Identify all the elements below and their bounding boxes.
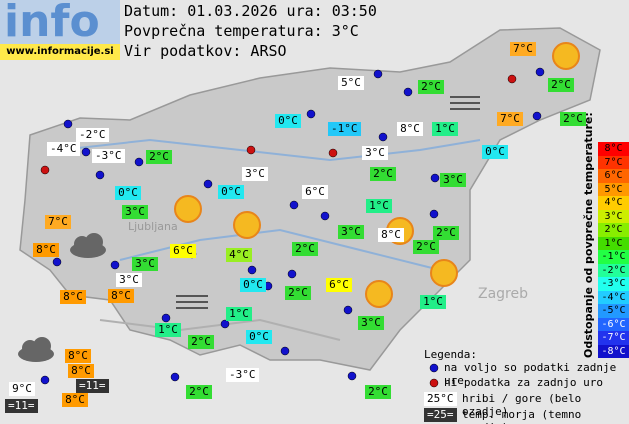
station-temp: 9°C xyxy=(9,382,35,396)
station-temp: 2°C xyxy=(292,242,318,256)
station-temp: 2°C xyxy=(186,385,212,399)
scale-cell: -4°C xyxy=(598,290,629,304)
scale-cell: 3°C xyxy=(598,209,629,223)
legend-title: Legenda: xyxy=(424,348,477,361)
station-temp: 2°C xyxy=(146,150,172,164)
station-temp: =11= xyxy=(76,379,109,393)
station-temp: 8°C xyxy=(68,364,94,378)
station-temp: 8°C xyxy=(62,393,88,407)
scale-cell: -8°C xyxy=(598,344,629,358)
station-temp: 0°C xyxy=(275,114,301,128)
legend-available: na voljo so podatki zadnje ure xyxy=(444,361,617,387)
scale-cell: 1°C xyxy=(598,236,629,250)
legend-mountain-sample: 25°C xyxy=(424,392,457,406)
station-temp: 2°C xyxy=(560,112,586,126)
station-temp: 6°C xyxy=(170,244,196,258)
station-temp: 1°C xyxy=(432,122,458,136)
logo-url: www.informacije.si xyxy=(0,44,120,60)
station-temp: 8°C xyxy=(65,349,91,363)
station-temp: 2°C xyxy=(413,240,439,254)
station-temp: 8°C xyxy=(33,243,59,257)
station-temp: 2°C xyxy=(418,80,444,94)
station-temp: 7°C xyxy=(45,215,71,229)
logo-text: info xyxy=(4,0,100,47)
station-temp: -3°C xyxy=(92,149,125,163)
station-temp: 0°C xyxy=(482,145,508,159)
station-temp: 8°C xyxy=(397,122,423,136)
station-temp: 1°C xyxy=(366,199,392,213)
station-temp: 3°C xyxy=(132,257,158,271)
scale-cell: 6°C xyxy=(598,169,629,183)
place-name: Zagreb xyxy=(478,286,528,302)
scale-title: Odstopanje od povprečne temperature: xyxy=(582,112,595,358)
station-temp: 0°C xyxy=(240,278,266,292)
scale-cell: -6°C xyxy=(598,317,629,331)
scale-cell: 8°C xyxy=(598,142,629,156)
legend-mountain: hribi / gore (belo ozadje) xyxy=(462,392,582,418)
legend-sea-sample: =25= xyxy=(424,408,457,422)
logo: info xyxy=(0,0,120,44)
station-temp: 0°C xyxy=(246,330,272,344)
station-temp: 6°C xyxy=(326,278,352,292)
scale-cell: 4°C xyxy=(598,196,629,210)
station-temp: 2°C xyxy=(365,385,391,399)
scale-cell: -7°C xyxy=(598,331,629,345)
scale-cell: -5°C xyxy=(598,304,629,318)
station-temp: 3°C xyxy=(338,225,364,239)
station-temp: 3°C xyxy=(116,273,142,287)
station-temp: 3°C xyxy=(358,316,384,330)
scale-cell: 7°C xyxy=(598,155,629,169)
station-temp: 8°C xyxy=(378,228,404,242)
station-temp: 1°C xyxy=(155,323,181,337)
station-temp: 3°C xyxy=(242,167,268,181)
station-temp: 2°C xyxy=(548,78,574,92)
scale-cell: -1°C xyxy=(598,250,629,264)
scale-cell: 5°C xyxy=(598,182,629,196)
station-temp: 7°C xyxy=(497,112,523,126)
station-temp: -2°C xyxy=(76,128,109,142)
station-temp: 2°C xyxy=(285,286,311,300)
station-temp: 1°C xyxy=(226,307,252,321)
source-line: Vir podatkov: ARSO xyxy=(124,42,287,60)
station-temp: 2°C xyxy=(370,167,396,181)
station-temp: 2°C xyxy=(188,335,214,349)
date-line: Datum: 01.03.2026 ura: 03:50 xyxy=(124,2,377,20)
station-temp: 0°C xyxy=(218,185,244,199)
scale-cell: -2°C xyxy=(598,263,629,277)
station-temp: 1°C xyxy=(420,295,446,309)
station-temp: -1°C xyxy=(328,122,361,136)
station-temp: 7°C xyxy=(510,42,536,56)
station-temp: 3°C xyxy=(362,146,388,160)
station-temp: 3°C xyxy=(440,173,466,187)
station-temp: 8°C xyxy=(108,289,134,303)
station-temp: 2°C xyxy=(433,226,459,240)
place-name: Ljubljana xyxy=(128,220,178,233)
station-temp: 5°C xyxy=(338,76,364,90)
station-temp: 6°C xyxy=(302,185,328,199)
station-temp: 3°C xyxy=(122,205,148,219)
station-temp: -3°C xyxy=(226,368,259,382)
station-temp: 0°C xyxy=(115,186,141,200)
station-temp: 8°C xyxy=(60,290,86,304)
legend-missing: ni podatka za zadnjo uro xyxy=(444,376,603,389)
scale-cell: -3°C xyxy=(598,277,629,291)
avg-temp-line: Povprečna temperatura: 3°C xyxy=(124,22,359,40)
station-temp: -4°C xyxy=(47,142,80,156)
station-temp: 4°C xyxy=(226,248,252,262)
station-temp: =11= xyxy=(5,399,38,413)
legend-sea: temp. morja (temno ozadje) xyxy=(462,408,582,424)
scale-cell: 2°C xyxy=(598,223,629,237)
